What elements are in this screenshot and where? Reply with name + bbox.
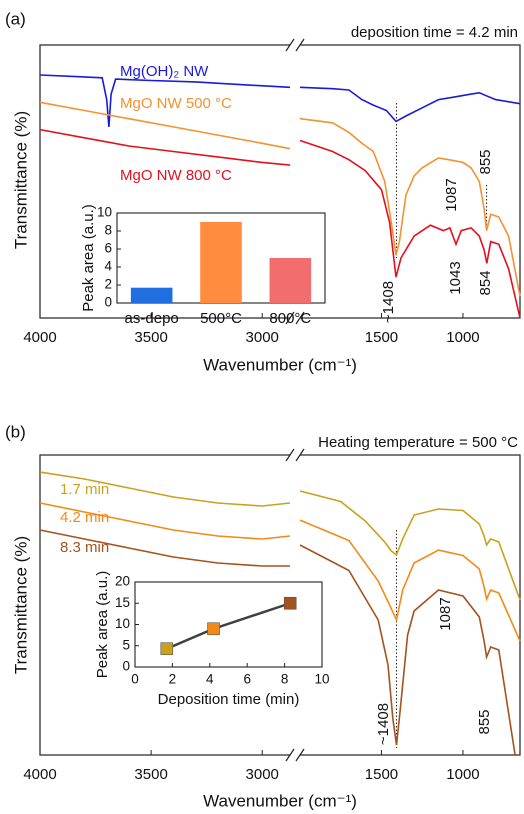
axis-break-mark [285,448,295,462]
y-tick-label: 10 [97,205,112,220]
x-tick-label: 500°C [200,310,242,327]
plot-frame [39,454,521,756]
x-tick-label: 3500 [134,766,167,783]
y-axis-label: Peak area (a.u.) [80,204,97,312]
spectrum-line [39,74,521,127]
series-label: 1.7 min [60,481,109,498]
data-point [207,622,220,636]
panel-title: Heating temperature = 500 °C [318,434,518,451]
y-tick-label: 10 [115,616,130,631]
panel-title: deposition time = 4.2 min [351,24,518,41]
axis-break-mark [295,448,305,462]
x-tick-label: 8 [281,672,289,687]
x-tick-label: 6 [243,672,251,687]
y-tick-label: 4 [104,259,112,274]
y-tick-label: 8 [104,223,112,238]
plot-frame [39,44,521,319]
series-label: MgO NW 800 °C [120,167,232,184]
x-tick-label: 1000 [446,329,479,346]
axis-break-gap [290,42,300,321]
axis-break-mark [295,38,305,52]
y-tick-label: 15 [115,595,130,610]
y-tick-label: 5 [122,637,130,652]
series-label: 8.3 min [60,539,109,556]
peak-annotation: 1043 [447,261,464,294]
bar [269,258,312,303]
x-tick-label: 3000 [246,329,279,346]
panel-label: (b) [5,422,26,441]
x-tick-label: 4 [206,672,214,687]
spectrum-line [39,101,521,297]
spectrum-line [39,502,521,642]
y-tick-label: 6 [104,241,112,256]
series-label: 4.2 min [60,509,109,526]
x-tick-label: as-depo [125,310,179,327]
y-axis-label: Transmittance (%) [11,111,30,249]
axis-break-mark [285,748,295,762]
axis-break-mark [295,311,305,325]
peak-annotation: ~1408 [380,281,397,323]
x-tick-label: 3500 [134,329,167,346]
y-tick-label: 0 [104,295,112,310]
x-tick-label: 800°C [269,310,311,327]
x-tick-label: 1500 [365,766,398,783]
bar [200,222,242,303]
y-tick-label: 0 [122,659,130,674]
bar [130,287,173,303]
panel-label: (a) [5,9,26,28]
data-point [283,596,297,610]
x-tick-label: 0 [131,672,139,687]
y-tick-label: 2 [104,277,112,292]
spectrum-line [39,471,521,601]
peak-annotation: 854 [477,270,494,295]
x-tick-label: 1000 [446,766,479,783]
series-label: Mg(OH)₂ NW [120,63,209,80]
x-tick-label: 1500 [365,329,398,346]
axis-break-mark [285,38,295,52]
peak-annotation: 855 [477,149,494,174]
peak-annotation: ~1408 [375,703,392,745]
axis-break-mark [295,748,305,762]
peak-annotation: 855 [476,709,493,734]
spectrum-line [39,128,521,319]
y-axis-label: Peak area (a.u.) [94,571,111,679]
x-axis-label: Wavenumber (cm⁻¹) [203,791,357,810]
x-tick-label: 2 [169,672,177,687]
peak-annotation: 1087 [443,178,460,211]
x-tick-label: 10 [314,672,329,687]
peak-annotation: 1087 [437,597,454,630]
data-point [160,642,174,656]
y-tick-label: 20 [115,574,130,589]
axis-break-mark [285,311,295,325]
x-tick-label: 4000 [23,766,56,783]
y-axis-label: Transmittance (%) [11,536,30,674]
x-tick-label: 3000 [246,766,279,783]
series-label: MgO NW 500 °C [120,95,232,112]
spectrum-line [39,529,516,756]
x-axis-label: Deposition time (min) [158,691,300,708]
x-tick-label: 4000 [23,329,56,346]
x-axis-label: Wavenumber (cm⁻¹) [203,355,357,374]
